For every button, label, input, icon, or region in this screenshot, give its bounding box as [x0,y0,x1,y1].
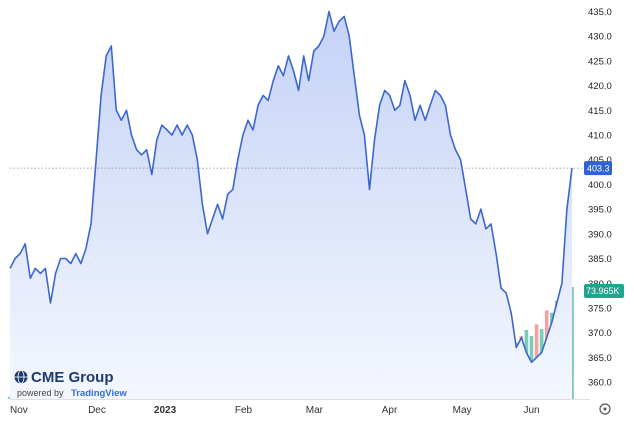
settings-icon[interactable] [599,403,611,415]
price-area [10,11,572,400]
x-tick-label: Apr [382,405,398,416]
y-tick-label: 415.0 [588,106,612,117]
x-tick-label: Jun [523,405,539,416]
y-tick-label: 360.0 [588,378,612,389]
y-tick-label: 385.0 [588,254,612,265]
last-price-badge: 403.3 [584,161,612,176]
last-volume-label: 73.965K [586,286,620,296]
y-tick-label: 400.0 [588,180,612,191]
y-tick-label: 420.0 [588,81,612,92]
y-tick-label: 435.0 [588,7,612,18]
last-price-label: 403.3 [587,163,610,173]
y-tick-label: 370.0 [588,328,612,339]
y-tick-label: 395.0 [588,205,612,216]
y-tick-label: 430.0 [588,32,612,43]
y-tick-label: 405.0 [588,155,612,166]
y-tick-label: 365.0 [588,353,612,364]
x-tick-label: 2023 [154,405,177,416]
x-tick-label: Feb [235,405,253,416]
last-volume-badge: 73.965K [584,284,624,298]
x-tick-label: Dec [88,405,106,416]
cme-logo: CME Group powered by TradingView [14,369,127,399]
price-line [9,10,573,364]
x-tick-label: Nov [10,405,28,416]
tradingview-logo[interactable]: TradingView [71,388,127,399]
brand-name: CME Group [31,369,114,386]
x-axis: Nov Dec 2023 Feb Mar Apr May Jun [10,405,540,416]
x-tick-label: May [453,405,472,416]
y-axis: 360.0365.0370.0375.0380.0385.0390.0395.0… [588,7,612,389]
y-tick-label: 375.0 [588,303,612,314]
y-tick-label: 410.0 [588,130,612,141]
y-tick-label: 425.0 [588,56,612,67]
y-tick-label: 390.0 [588,229,612,240]
x-tick-label: Mar [306,405,324,416]
powered-by-text: powered by [17,388,64,398]
